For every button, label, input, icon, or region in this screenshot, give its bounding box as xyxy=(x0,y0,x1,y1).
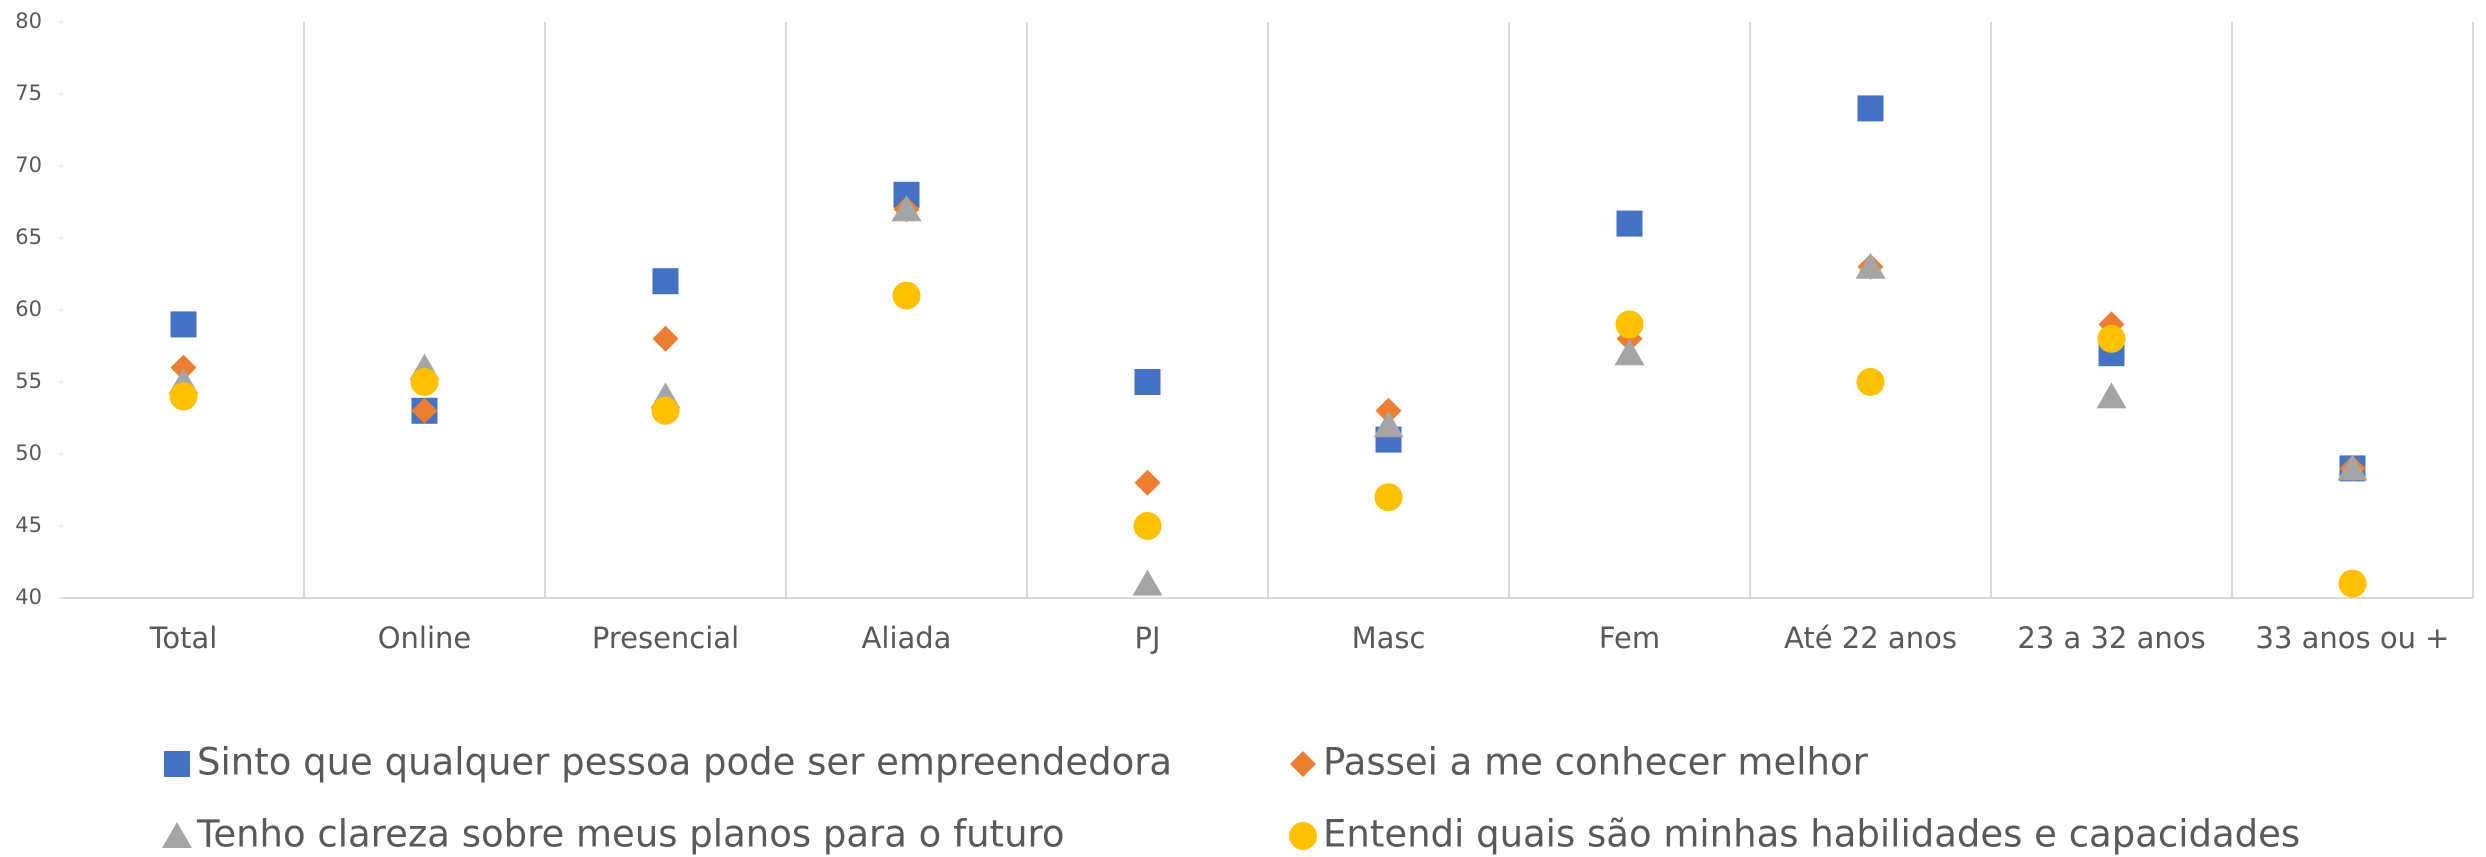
point xyxy=(1375,397,1402,424)
point xyxy=(652,325,679,352)
point xyxy=(652,268,679,295)
legend-label: Sinto que qualquer pessoa pode ser empre… xyxy=(197,741,1172,784)
x-tick-label: Até 22 anos xyxy=(1784,621,1957,655)
y-tick-label: 50 xyxy=(15,441,42,465)
point xyxy=(1133,512,1162,540)
point xyxy=(410,368,439,396)
point xyxy=(651,396,680,425)
point xyxy=(1132,569,1163,596)
point xyxy=(1856,368,1885,396)
y-tick-label: 40 xyxy=(15,585,42,609)
point xyxy=(1855,252,1886,279)
point xyxy=(1134,469,1161,496)
point xyxy=(170,311,197,338)
y-tick-label: 75 xyxy=(15,81,42,105)
x-tick-label: Total xyxy=(149,621,218,655)
legend-marker xyxy=(162,822,192,848)
point xyxy=(1614,339,1645,366)
legend-label: Passei a me conhecer melhor xyxy=(1323,741,1869,784)
x-tick-label: 33 anos ou + xyxy=(2256,621,2450,655)
y-tick-label: 60 xyxy=(15,297,42,321)
point xyxy=(1615,310,1644,339)
point xyxy=(2097,324,2126,353)
point xyxy=(1374,483,1403,512)
x-tick-label: Aliada xyxy=(862,621,952,655)
point xyxy=(411,397,438,424)
y-tick-label: 55 xyxy=(15,369,42,393)
legend-marker xyxy=(1290,751,1316,777)
point xyxy=(1373,411,1404,438)
y-tick-label: 70 xyxy=(15,153,42,177)
point xyxy=(170,354,197,381)
point xyxy=(2337,454,2368,481)
legend-marker xyxy=(164,751,190,777)
point xyxy=(891,195,922,222)
point xyxy=(1857,95,1884,122)
point xyxy=(2096,382,2127,409)
x-tick-label: Presencial xyxy=(592,621,739,655)
legend-marker xyxy=(1289,822,1317,850)
point xyxy=(1616,210,1643,237)
y-tick-label: 80 xyxy=(15,9,42,33)
x-tick-label: 23 a 32 anos xyxy=(2017,621,2205,655)
x-tick-label: PJ xyxy=(1134,621,1160,655)
point xyxy=(2338,569,2367,598)
x-tick-label: Masc xyxy=(1352,621,1426,655)
point xyxy=(892,281,921,310)
x-tick-label: Fem xyxy=(1599,621,1660,655)
legend-label: Tenho clareza sobre meus planos para o f… xyxy=(196,813,1065,856)
legend-label: Entendi quais são minhas habilidades e c… xyxy=(1323,813,2300,856)
x-tick-label: Online xyxy=(378,621,472,655)
point xyxy=(169,382,198,411)
y-tick-label: 45 xyxy=(15,513,42,537)
y-tick-label: 65 xyxy=(15,225,42,249)
point xyxy=(1134,369,1161,395)
